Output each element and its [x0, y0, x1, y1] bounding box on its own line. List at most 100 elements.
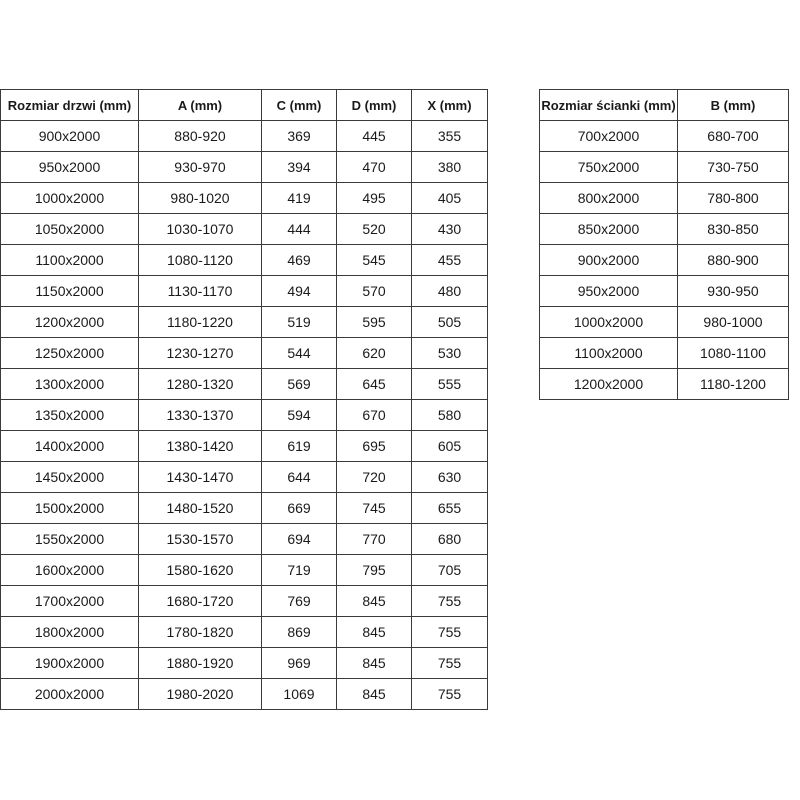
table-cell: 1180-1220 [138, 306, 262, 338]
table-cell: 1150x2000 [0, 275, 139, 307]
table-cell: 680-700 [677, 120, 789, 152]
table-cell: 1300x2000 [0, 368, 139, 400]
table-row: 850x2000 830-850 [539, 213, 789, 245]
table-cell: 1600x2000 [0, 554, 139, 586]
table-cell: 445 [336, 120, 412, 152]
table-cell: 950x2000 [539, 275, 678, 307]
table-cell: 900x2000 [539, 244, 678, 276]
table-cell: 1500x2000 [0, 492, 139, 524]
table-cell: 569 [261, 368, 337, 400]
table-row: 1200x2000 1180-1200 [539, 368, 789, 400]
table-cell: 755 [411, 616, 488, 648]
table-row: 1350x2000 1330-1370 594 670 580 [0, 399, 488, 431]
table-row: 1000x2000 980-1020 419 495 405 [0, 182, 488, 214]
table-cell: 520 [336, 213, 412, 245]
table-cell: 469 [261, 244, 337, 276]
table-cell: 869 [261, 616, 337, 648]
table-cell: 900x2000 [0, 120, 139, 152]
table-cell: 1080-1120 [138, 244, 262, 276]
table-cell: 700x2000 [539, 120, 678, 152]
table-row: 1500x2000 1480-1520 669 745 655 [0, 492, 488, 524]
table-row: 1250x2000 1230-1270 544 620 530 [0, 337, 488, 369]
table-cell: 530 [411, 337, 488, 369]
table-row: 1150x2000 1130-1170 494 570 480 [0, 275, 488, 307]
table-cell: 2000x2000 [0, 678, 139, 710]
table-cell: 755 [411, 678, 488, 710]
table-cell: 750x2000 [539, 151, 678, 183]
table-cell: 1069 [261, 678, 337, 710]
table-cell: 605 [411, 430, 488, 462]
table-cell: 950x2000 [0, 151, 139, 183]
door-sizes-table: Rozmiar drzwi (mm) A (mm) C (mm) D (mm) X (m… [0, 89, 488, 710]
table-cell: 645 [336, 368, 412, 400]
table-row: 1450x2000 1430-1470 644 720 630 [0, 461, 488, 493]
table-cell: 380 [411, 151, 488, 183]
table-cell: 1180-1200 [677, 368, 789, 400]
table-row: 950x2000 930-950 [539, 275, 789, 307]
table-cell: 720 [336, 461, 412, 493]
table-cell: 969 [261, 647, 337, 679]
table-cell: 1050x2000 [0, 213, 139, 245]
table-cell: 1000x2000 [539, 306, 678, 338]
column-header: B (mm) [677, 89, 789, 121]
table-cell: 455 [411, 244, 488, 276]
table-row: 800x2000 780-800 [539, 182, 789, 214]
table-cell: 1250x2000 [0, 337, 139, 369]
table-cell: 1080-1100 [677, 337, 789, 369]
table-cell: 730-750 [677, 151, 789, 183]
table-cell: 570 [336, 275, 412, 307]
table-cell: 1680-1720 [138, 585, 262, 617]
table-row: 2000x2000 1980-2020 1069 845 755 [0, 678, 488, 710]
table-cell: 1400x2000 [0, 430, 139, 462]
table-cell: 1380-1420 [138, 430, 262, 462]
table-header-row: Rozmiar ścianki (mm) B (mm) [539, 89, 789, 121]
table-cell: 595 [336, 306, 412, 338]
table-cell: 880-900 [677, 244, 789, 276]
table-cell: 880-920 [138, 120, 262, 152]
table-cell: 369 [261, 120, 337, 152]
table-cell: 1700x2000 [0, 585, 139, 617]
table-cell: 480 [411, 275, 488, 307]
table-cell: 430 [411, 213, 488, 245]
table-cell: 1580-1620 [138, 554, 262, 586]
table-cell: 1980-2020 [138, 678, 262, 710]
column-header: C (mm) [261, 89, 337, 121]
table-cell: 1280-1320 [138, 368, 262, 400]
column-header: X (mm) [411, 89, 488, 121]
table-cell: 694 [261, 523, 337, 555]
table-cell: 1800x2000 [0, 616, 139, 648]
table-cell: 695 [336, 430, 412, 462]
table-row: 900x2000 880-900 [539, 244, 789, 276]
table-cell: 755 [411, 585, 488, 617]
table-cell: 1350x2000 [0, 399, 139, 431]
table-cell: 394 [261, 151, 337, 183]
table-cell: 1230-1270 [138, 337, 262, 369]
table-cell: 630 [411, 461, 488, 493]
table-cell: 1900x2000 [0, 647, 139, 679]
table-cell: 980-1020 [138, 182, 262, 214]
table-cell: 719 [261, 554, 337, 586]
table-cell: 845 [336, 585, 412, 617]
table-cell: 680 [411, 523, 488, 555]
table-row: 700x2000 680-700 [539, 120, 789, 152]
table-cell: 519 [261, 306, 337, 338]
table-cell: 930-950 [677, 275, 789, 307]
table-cell: 555 [411, 368, 488, 400]
table-cell: 1000x2000 [0, 182, 139, 214]
table-cell: 495 [336, 182, 412, 214]
table-cell: 470 [336, 151, 412, 183]
table-cell: 644 [261, 461, 337, 493]
table-cell: 1530-1570 [138, 523, 262, 555]
table-cell: 1130-1170 [138, 275, 262, 307]
table-cell: 1550x2000 [0, 523, 139, 555]
table-cell: 1880-1920 [138, 647, 262, 679]
table-cell: 505 [411, 306, 488, 338]
table-cell: 795 [336, 554, 412, 586]
table-cell: 494 [261, 275, 337, 307]
table-cell: 800x2000 [539, 182, 678, 214]
table-row: 1900x2000 1880-1920 969 845 755 [0, 647, 488, 679]
table-cell: 1480-1520 [138, 492, 262, 524]
table-header-row: Rozmiar drzwi (mm) A (mm) C (mm) D (mm) X (m… [0, 89, 488, 121]
table-cell: 405 [411, 182, 488, 214]
table-cell: 845 [336, 647, 412, 679]
